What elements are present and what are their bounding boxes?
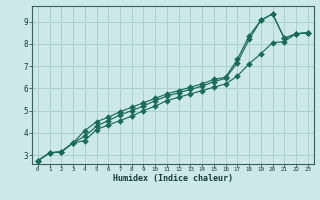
X-axis label: Humidex (Indice chaleur): Humidex (Indice chaleur) — [113, 174, 233, 183]
